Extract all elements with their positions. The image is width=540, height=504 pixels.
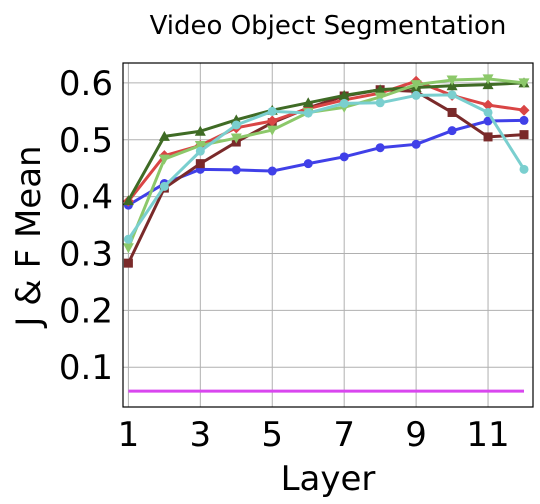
data-point (519, 115, 529, 125)
data-point (482, 74, 494, 85)
y-tick-label: 0.1 (59, 348, 113, 388)
data-point (122, 243, 134, 254)
data-point (411, 139, 421, 149)
data-point (338, 89, 350, 100)
data-point (230, 133, 242, 144)
x-tick-label: 1 (118, 415, 140, 455)
x-tick-labels: 1 3 5 7 9 11 (118, 415, 510, 455)
data-point (267, 106, 277, 116)
data-point (375, 98, 385, 108)
series-4 (122, 77, 530, 206)
data-point (266, 125, 278, 136)
series-line (127, 93, 526, 241)
series-line (127, 81, 525, 202)
data-point (483, 132, 493, 142)
data-point (122, 195, 134, 206)
data-point (158, 130, 170, 141)
x-axis-label: Layer (281, 459, 376, 499)
x-tick-label: 11 (466, 415, 509, 455)
x-tick-label: 3 (190, 415, 212, 455)
data-point (375, 143, 385, 153)
data-point (302, 97, 314, 108)
x-tick-label: 9 (405, 415, 427, 455)
series-line (127, 77, 525, 249)
grid-lines (123, 63, 533, 407)
series-3 (122, 75, 530, 207)
y-tick-labels: 0.1 0.2 0.3 0.4 0.5 0.6 (59, 64, 113, 388)
data-point (483, 107, 493, 117)
data-point (123, 234, 133, 244)
data-point (158, 154, 170, 165)
data-point (374, 92, 386, 103)
y-tick-label: 0.6 (59, 64, 113, 104)
y-tick-label: 0.3 (59, 234, 113, 274)
data-point (194, 140, 206, 151)
data-point (195, 159, 205, 169)
x-tick-label: 5 (261, 415, 283, 455)
data-point (339, 98, 349, 108)
y-tick-label: 0.2 (59, 291, 113, 331)
data-point (519, 130, 529, 140)
data-point (195, 146, 205, 156)
y-tick-label: 0.5 (59, 121, 113, 161)
data-point (231, 120, 241, 130)
data-point (123, 258, 133, 268)
data-point (303, 108, 313, 118)
data-point (446, 75, 458, 86)
data-point (231, 165, 241, 175)
plot-area-frame (122, 62, 534, 408)
data-point (518, 104, 530, 116)
data-point (482, 99, 494, 111)
y-tick-label: 0.4 (59, 178, 113, 218)
data-point (410, 80, 422, 91)
data-point (339, 152, 349, 162)
data-point (266, 115, 278, 127)
data-point (194, 125, 206, 136)
series-lines (122, 74, 530, 393)
y-axis-label: J & F Mean (9, 145, 49, 328)
data-point (518, 78, 530, 89)
data-point (411, 90, 421, 100)
data-point (303, 159, 313, 169)
x-tick-label: 7 (333, 415, 355, 455)
series-line (127, 88, 525, 264)
data-point (447, 126, 457, 136)
data-point (374, 84, 386, 95)
series-line (127, 118, 525, 207)
series-1 (123, 115, 529, 210)
data-point (267, 166, 277, 176)
data-point (447, 90, 457, 100)
data-point (519, 164, 529, 174)
series-6 (123, 90, 529, 244)
chart-title: Video Object Segmentation (150, 11, 507, 41)
data-point (447, 107, 457, 117)
data-point (159, 181, 169, 191)
